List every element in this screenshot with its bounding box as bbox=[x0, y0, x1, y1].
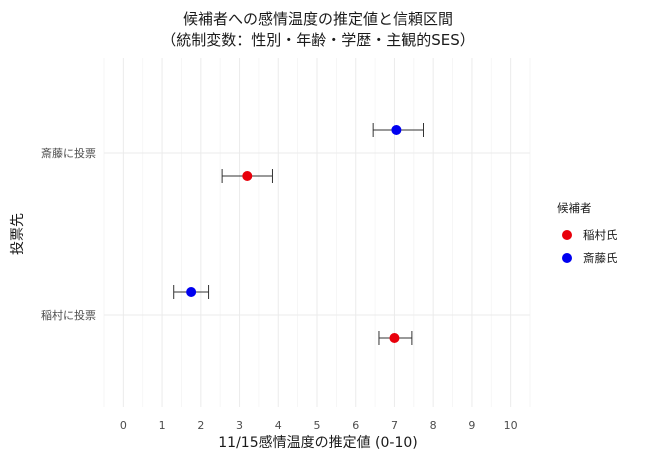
data-point bbox=[389, 333, 400, 343]
chart-title: 候補者への感情温度の推定値と信頼区間 bbox=[183, 10, 453, 28]
y-tick-label: 斎藤に投票 bbox=[41, 146, 96, 160]
legend-label: 斎藤氏 bbox=[583, 251, 618, 265]
legend-key bbox=[562, 253, 572, 263]
x-tick-label: 2 bbox=[197, 419, 204, 432]
y-tick-label: 稲村に投票 bbox=[41, 308, 96, 322]
legend-title: 候補者 bbox=[557, 201, 592, 215]
data-point bbox=[186, 287, 197, 297]
x-tick-label: 0 bbox=[120, 419, 127, 432]
x-tick-label: 4 bbox=[275, 419, 282, 432]
data-point bbox=[242, 171, 253, 181]
legend-label: 稲村氏 bbox=[583, 228, 618, 242]
chart-subtitle: （統制変数：性別・年齢・学歴・主観的SES） bbox=[161, 31, 475, 49]
x-tick-label: 10 bbox=[504, 419, 518, 432]
x-tick-label: 5 bbox=[314, 419, 321, 432]
x-tick-label: 3 bbox=[236, 419, 243, 432]
x-tick-label: 1 bbox=[159, 419, 166, 432]
x-axis-title: 11/15感情温度の推定値 (0-10) bbox=[218, 434, 418, 451]
data-point bbox=[391, 125, 402, 135]
y-axis-title: 投票先 bbox=[10, 213, 26, 255]
legend-key bbox=[562, 230, 572, 240]
data-marks bbox=[173, 123, 424, 345]
x-tick-label: 6 bbox=[352, 419, 359, 432]
x-tick-label: 7 bbox=[391, 419, 398, 432]
x-tick-label: 9 bbox=[468, 419, 475, 432]
x-tick-label: 8 bbox=[430, 419, 437, 432]
grid bbox=[103, 58, 531, 407]
x-tick-labels: 0 1 2 3 4 5 6 7 8 9 10 bbox=[120, 419, 518, 432]
